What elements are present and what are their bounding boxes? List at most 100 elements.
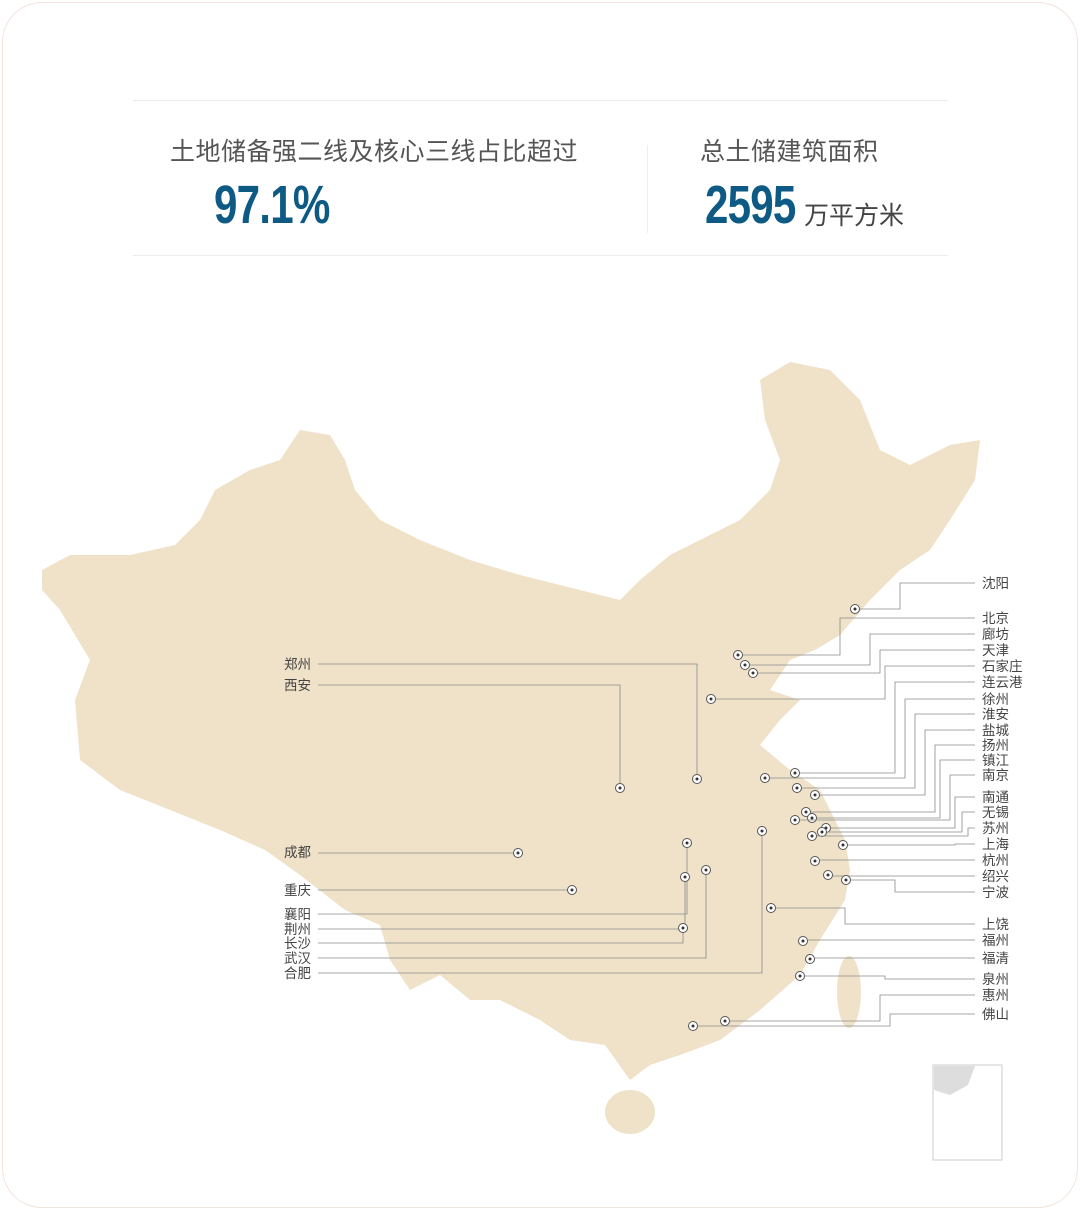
city-marker-dot (760, 829, 764, 833)
leader-line (820, 729, 975, 796)
city-label-left-2: 成都 (284, 845, 311, 861)
city-label-left-0: 郑州 (284, 657, 311, 673)
leader-line (805, 975, 975, 980)
city-label-16: 杭州 (982, 853, 1009, 869)
stat-area-unit: 万平方米 (804, 201, 905, 230)
city-marker-dot (813, 793, 817, 797)
leader-line (758, 649, 975, 674)
city-label-12: 南通 (982, 790, 1010, 806)
leader-line (318, 663, 698, 774)
leader-line (831, 796, 975, 829)
city-label-8: 盐城 (982, 723, 1010, 739)
city-label-4: 石家庄 (982, 658, 1023, 675)
city-label-1: 北京 (982, 611, 1009, 627)
city-marker-dot (681, 926, 685, 930)
city-label-6: 徐州 (982, 692, 1009, 708)
city-label-14: 苏州 (982, 821, 1009, 837)
city-label-18: 宁波 (982, 884, 1010, 901)
leader-line (817, 759, 975, 819)
city-label-10: 镇江 (982, 753, 1009, 769)
city-marker-dot (763, 776, 767, 780)
divider-top (133, 100, 948, 101)
city-marker-dot (798, 974, 802, 978)
city-marker-dot (618, 786, 622, 790)
leader-line (811, 744, 975, 813)
leader-line (802, 713, 975, 789)
leader-line (851, 879, 975, 893)
city-label-left-5: 荆州 (284, 922, 311, 938)
city-marker-dot (723, 1019, 727, 1023)
city-marker-dot (853, 607, 857, 611)
city-label-left-1: 西安 (284, 678, 311, 694)
city-marker-dot (704, 868, 708, 872)
leader-line (776, 907, 975, 925)
city-marker-dot (683, 875, 687, 879)
leader-line (800, 774, 975, 821)
city-marker-dot (743, 663, 747, 667)
city-label-left-3: 重庆 (284, 883, 311, 899)
city-label-2: 廊坊 (982, 626, 1009, 643)
city-label-left-4: 襄阳 (284, 907, 311, 923)
leader-line (817, 827, 975, 837)
city-label-0: 沈阳 (982, 576, 1009, 592)
city-label-left-7: 武汉 (284, 951, 311, 967)
taiwan-island (837, 956, 861, 1028)
city-marker-dot (795, 786, 799, 790)
city-label-17: 绍兴 (982, 869, 1009, 885)
city-marker-dot (801, 939, 805, 943)
city-label-5: 连云港 (982, 675, 1023, 691)
leader-line (750, 633, 975, 666)
city-label-13: 无锡 (982, 805, 1009, 821)
divider-bottom (133, 255, 948, 256)
city-marker-dot (769, 906, 773, 910)
city-marker-dot (813, 859, 817, 863)
stat-core-ratio-value: 97.1% (214, 175, 330, 235)
city-label-3: 天津 (982, 643, 1009, 659)
city-label-15: 上海 (982, 837, 1009, 853)
leader-line (743, 617, 975, 656)
city-label-left-8: 合肥 (284, 966, 311, 982)
leader-line (848, 843, 975, 846)
city-label-left-6: 长沙 (284, 936, 311, 952)
leader-line (318, 865, 707, 959)
city-marker-dot (691, 1024, 695, 1028)
city-label-9: 扬州 (982, 738, 1009, 754)
leader-line (730, 994, 975, 1022)
city-marker-dot (820, 830, 824, 834)
leader-line (860, 582, 975, 610)
hainan-island (605, 1090, 655, 1134)
city-marker-dot (570, 888, 574, 892)
inset-land (934, 1066, 975, 1095)
city-marker-dot (804, 810, 808, 814)
city-marker-dot (751, 671, 755, 675)
stat-area-value: 2595 (705, 175, 796, 235)
city-label-24: 佛山 (982, 1007, 1009, 1023)
city-label-21: 福清 (982, 951, 1009, 967)
city-marker-dot (844, 878, 848, 882)
city-marker-dot (808, 957, 812, 961)
leader-line (318, 838, 688, 915)
leader-line (716, 665, 975, 700)
city-marker-dot (695, 777, 699, 781)
divider-vertical (647, 145, 648, 233)
city-marker-dot (516, 851, 520, 855)
city-marker-dot (826, 873, 830, 877)
leader-line (318, 826, 763, 974)
stat-area-label: 总土储建筑面积 (700, 137, 879, 166)
city-marker-dot (685, 841, 689, 845)
city-marker-dot (810, 816, 814, 820)
city-marker-dot (810, 834, 814, 838)
city-label-11: 南京 (982, 768, 1009, 784)
city-marker-dot (793, 818, 797, 822)
city-label-19: 上饶 (982, 917, 1009, 933)
city-label-23: 惠州 (982, 988, 1009, 1004)
city-label-22: 泉州 (982, 971, 1009, 988)
stat-core-ratio-label: 土地储备强二线及核心三线占比超过 (170, 137, 579, 166)
leader-line (827, 811, 975, 833)
china-mainland (42, 362, 980, 1080)
city-marker-dot (709, 697, 713, 701)
leader-line (698, 1013, 975, 1027)
